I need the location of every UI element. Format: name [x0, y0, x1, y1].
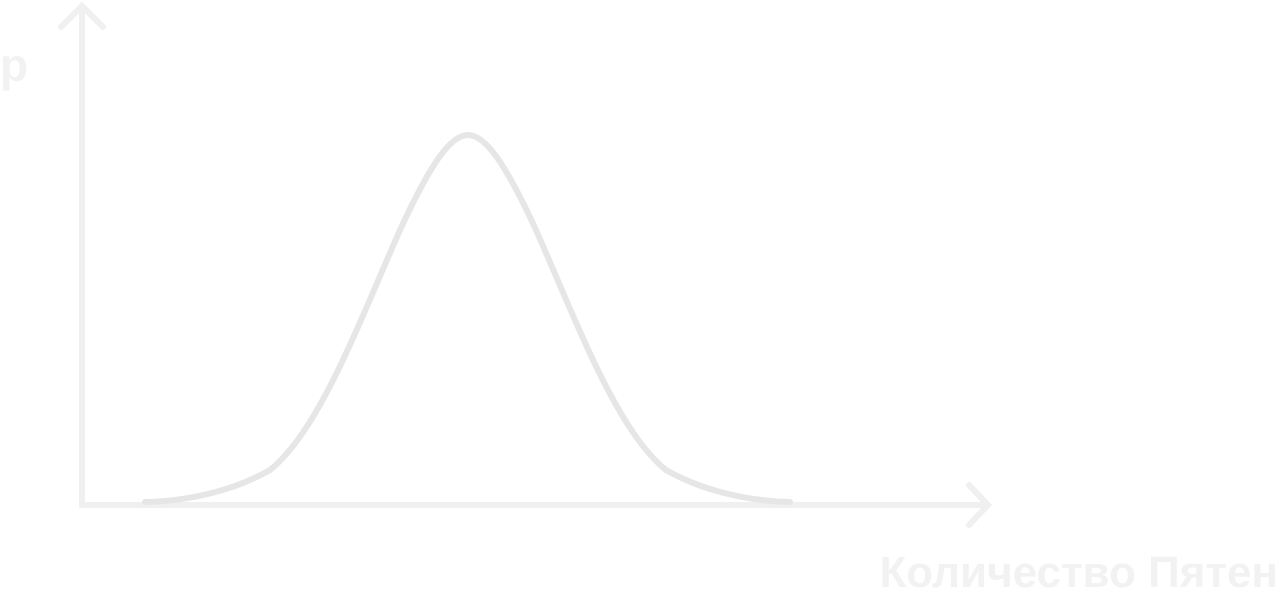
y-axis-arrow-icon	[58, 1, 106, 30]
y-axis-label: p	[0, 39, 29, 91]
x-axis-label: Количество Пятен	[879, 548, 1278, 597]
x-axis-arrow-icon	[966, 482, 993, 528]
bell-curve	[142, 131, 793, 505]
